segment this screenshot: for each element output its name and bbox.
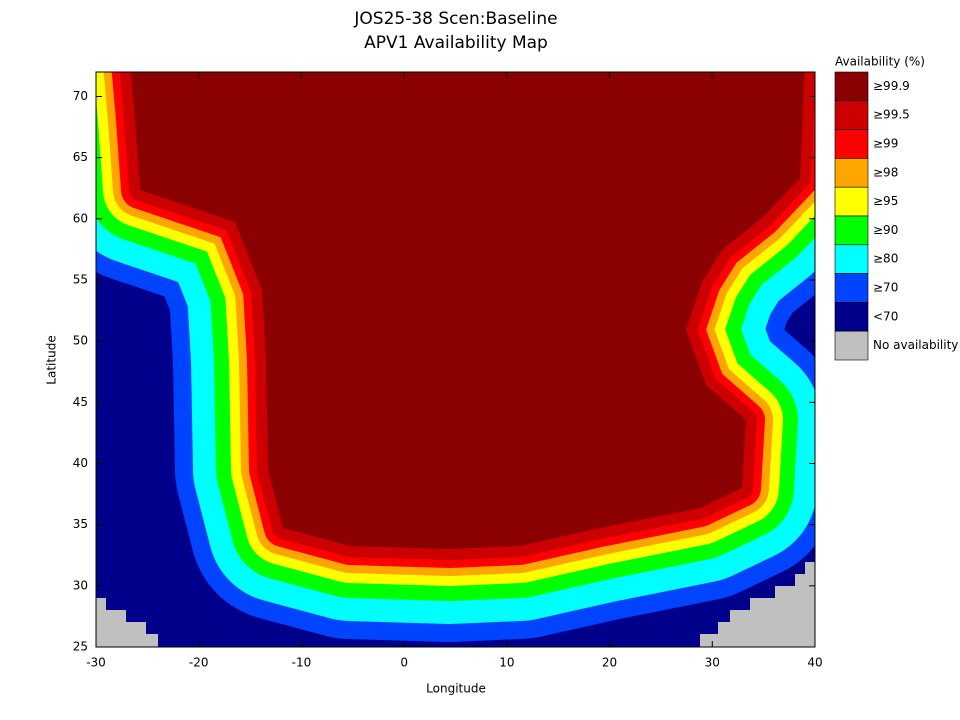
- x-tick-label: 0: [400, 656, 408, 670]
- chart-subtitle: APV1 Availability Map: [364, 33, 548, 53]
- legend-label: No availability: [873, 338, 958, 352]
- x-tick-label: 30: [705, 656, 720, 670]
- legend-label: ≥95: [873, 194, 898, 208]
- legend: ≥99.9 ≥99.5 ≥99 ≥98 ≥95 ≥90 ≥80 ≥70 <70 No availa…: [834, 71, 958, 361]
- legend-swatch: [834, 158, 869, 188]
- x-tick-label: 10: [499, 656, 514, 670]
- x-tick-label: -30: [86, 656, 106, 670]
- map-area: [96, 72, 815, 647]
- y-tick-label: 60: [73, 211, 88, 225]
- legend-swatch: [834, 129, 869, 159]
- legend-label: ≥98: [873, 165, 898, 179]
- y-tick-label: 35: [73, 517, 88, 531]
- legend-label: ≥80: [873, 252, 898, 266]
- legend-label: ≥70: [873, 281, 898, 295]
- x-tick-label: -10: [292, 656, 312, 670]
- plot-frame: [95, 71, 816, 648]
- legend-label: <70: [873, 309, 898, 323]
- y-tick-label: 25: [73, 640, 88, 654]
- legend-swatch: [834, 215, 869, 246]
- coverage-core: [130, 72, 805, 549]
- legend-label: ≥99.5: [873, 108, 910, 122]
- x-tick-label: 40: [807, 656, 822, 670]
- legend-label: ≥99.9: [873, 79, 910, 93]
- no-availability: [700, 562, 815, 647]
- legend-swatch: [834, 273, 869, 303]
- y-tick-label: 55: [73, 272, 88, 286]
- y-tick-label: 70: [73, 89, 88, 103]
- no-availability: [96, 598, 158, 647]
- legend-swatch: [834, 100, 869, 130]
- legend-swatch: [834, 330, 869, 361]
- y-axis-label: Latitude: [45, 335, 59, 384]
- y-tick-label: 30: [73, 578, 88, 592]
- y-tick-label: 50: [73, 334, 88, 348]
- legend-swatch: [834, 302, 869, 332]
- legend-label: ≥90: [873, 223, 898, 237]
- legend-label: ≥99: [873, 137, 898, 151]
- y-tick-label: 45: [73, 395, 88, 409]
- y-tick-label: 40: [73, 456, 88, 470]
- legend-swatch: [834, 244, 869, 274]
- legend-swatch: [834, 186, 869, 217]
- x-axis-label: Longitude: [426, 682, 486, 696]
- x-tick-label: -20: [189, 656, 209, 670]
- legend-title: Availability (%): [835, 55, 925, 69]
- x-tick-label: 20: [602, 656, 617, 670]
- legend-swatch: [834, 71, 869, 102]
- chart-title: JOS25-38 Scen:Baseline: [353, 9, 557, 29]
- y-tick-label: 65: [73, 150, 88, 164]
